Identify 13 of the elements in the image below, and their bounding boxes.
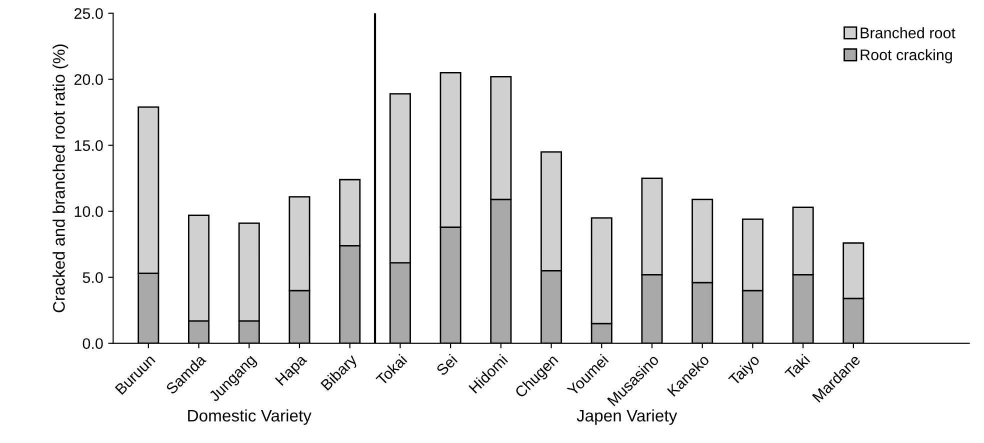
legend-label: Branched root [860, 27, 956, 38]
y-axis-title: Cracked and branched root ratio (%) [52, 44, 68, 312]
y-tick-label: 20.0 [74, 74, 103, 85]
y-tick-label: 10.0 [74, 206, 103, 217]
text: Domestic Variety [188, 409, 312, 425]
y-tick-label: 25.0 [74, 8, 103, 19]
legend-label: Root cracking [860, 49, 952, 64]
y-tick-label: 0.0 [82, 338, 103, 350]
x-tick-label: Taki [784, 354, 810, 380]
text: Japen Variety [576, 409, 678, 425]
x-tick-label: Sei [435, 354, 458, 376]
y-tick-label: 15.0 [74, 140, 103, 151]
y-tick-label: 5.0 [82, 272, 103, 284]
